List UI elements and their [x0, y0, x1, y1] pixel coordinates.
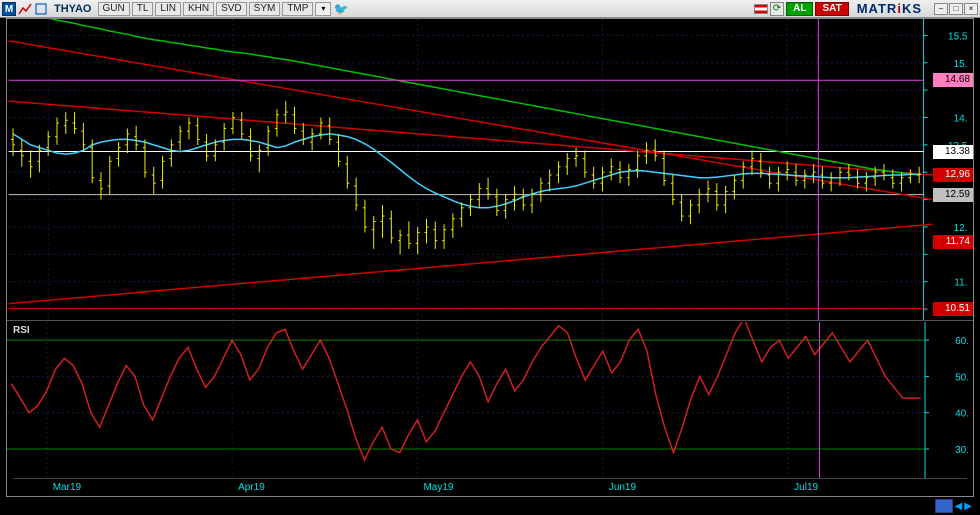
scroll-right-icon[interactable]: ▶ [964, 501, 972, 512]
svg-text:15.: 15. [954, 59, 968, 70]
btn-tmp[interactable]: TMP [282, 2, 313, 16]
svg-text:50.: 50. [955, 372, 969, 383]
refresh-icon[interactable]: ⟳ [770, 2, 784, 16]
minimize-button[interactable]: – [934, 3, 948, 15]
dropdown-icon[interactable]: ▾ [315, 2, 331, 16]
maximize-button[interactable]: □ [949, 3, 963, 15]
xaxis-label: Mar19 [53, 482, 81, 493]
close-button[interactable]: × [964, 3, 978, 15]
twitter-icon[interactable]: 🐦 [333, 2, 348, 16]
svg-text:15.5: 15.5 [948, 31, 968, 42]
btn-sym[interactable]: SYM [249, 2, 281, 16]
price-chart[interactable]: 11.12.13.514.15.15.5 [7, 19, 973, 321]
chart-area: 11.12.13.514.15.15.5 RSI 30.40.50.60. 14… [6, 18, 974, 497]
svg-text:11.: 11. [954, 278, 967, 289]
xaxis-label: Jul19 [794, 482, 818, 493]
svg-text:12.: 12. [954, 223, 968, 234]
svg-text:30.: 30. [955, 445, 969, 456]
tools-icon[interactable] [34, 2, 48, 16]
xaxis-label: Apr19 [238, 482, 265, 493]
flag-icon[interactable] [754, 4, 768, 14]
svg-text:14.: 14. [954, 113, 968, 124]
btn-lin[interactable]: LIN [155, 2, 181, 16]
price-marker: 11.74 [933, 235, 973, 249]
price-marker: 12.59 [933, 188, 973, 202]
brand-label: MATRiKS [851, 1, 928, 16]
btn-khn[interactable]: KHN [183, 2, 214, 16]
price-marker: 14.68 [933, 73, 973, 87]
sell-button[interactable]: SAT [815, 2, 848, 16]
btn-tl[interactable]: TL [132, 2, 154, 16]
app-logo: M [2, 2, 16, 16]
footer-refresh-icon[interactable] [935, 499, 953, 513]
btn-svd[interactable]: SVD [216, 2, 247, 16]
btn-gun[interactable]: GUN [98, 2, 130, 16]
price-marker: 13.38 [933, 145, 973, 159]
svg-text:40.: 40. [955, 409, 969, 420]
chart-icon[interactable] [18, 2, 32, 16]
rsi-chart[interactable]: 30. 40. 50. 60. [7, 322, 973, 478]
scroll-left-icon[interactable]: ◀ [955, 501, 963, 512]
price-marker: 10.51 [933, 302, 973, 316]
xaxis-label: Jun19 [609, 482, 636, 493]
price-marker: 12.96 [933, 168, 973, 182]
buy-button[interactable]: AL [786, 2, 813, 16]
time-axis: Mar19 Apr19 May19 Jun19 Jul19 [13, 478, 967, 496]
toolbar: M THYAO GUN TL LIN KHN SVD SYM TMP ▾ 🐦 ⟳… [0, 0, 980, 18]
svg-text:60.: 60. [955, 336, 969, 347]
xaxis-label: May19 [423, 482, 453, 493]
symbol-name[interactable]: THYAO [50, 3, 96, 15]
